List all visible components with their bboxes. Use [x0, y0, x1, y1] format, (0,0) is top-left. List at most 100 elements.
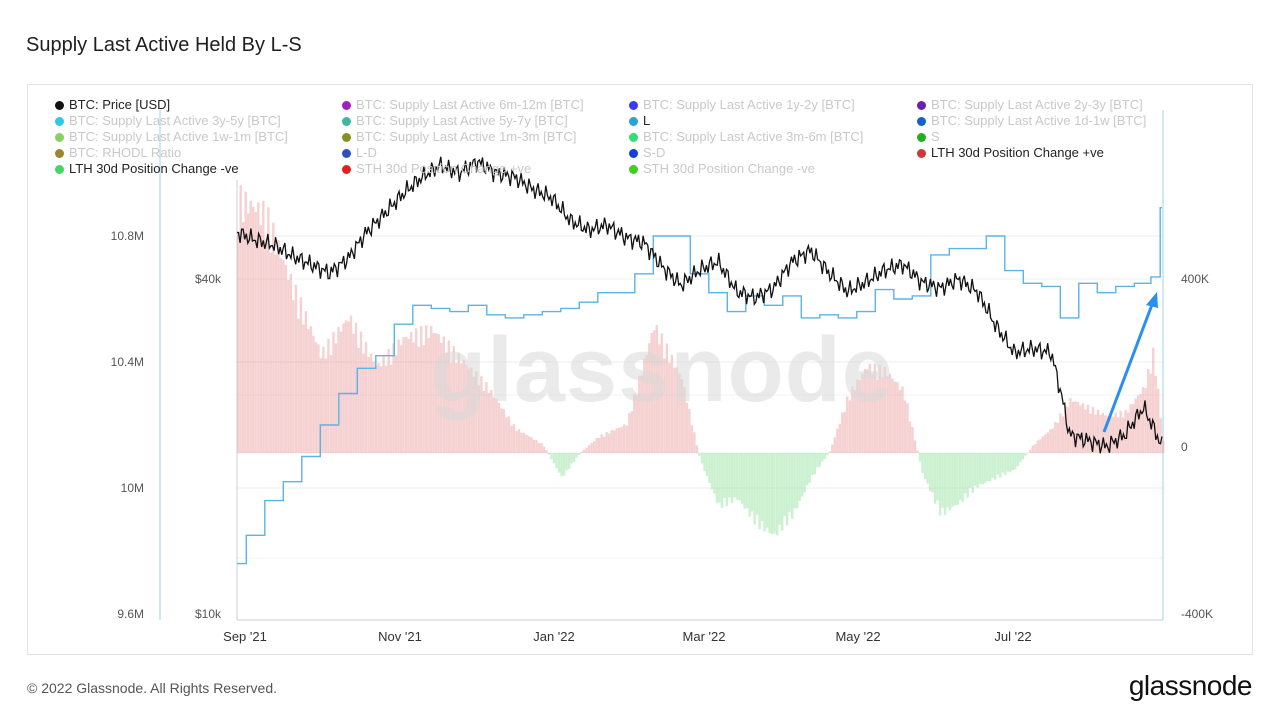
- lth-negative-bar: [715, 453, 719, 503]
- legend-dot-icon: [629, 116, 638, 126]
- legend-dot-icon: [917, 116, 926, 126]
- legend-item[interactable]: LTH 30d Position Change +ve: [917, 145, 1104, 161]
- lth-negative-bar: [981, 453, 984, 485]
- lth-positive-bar: [502, 409, 506, 453]
- lth-negative-bar: [984, 453, 987, 483]
- lth-positive-bar: [913, 440, 917, 453]
- legend-label: STH 30d Position Change +ve: [356, 161, 532, 176]
- legend-dot-icon: [55, 132, 64, 142]
- lth-negative-bar: [818, 453, 821, 467]
- legend-label: BTC: Supply Last Active 3y-5y [BTC]: [69, 113, 281, 128]
- lth-negative-bar: [816, 453, 819, 468]
- change-tick-label: 0: [1181, 440, 1188, 454]
- lth-positive-bar: [292, 300, 295, 453]
- lth-positive-bar: [863, 369, 867, 453]
- legend-label: S: [931, 129, 940, 144]
- lth-negative-bar: [948, 453, 952, 511]
- x-tick-label: Sep '21: [223, 629, 267, 644]
- legend-item[interactable]: BTC: Supply Last Active 5y-7y [BTC]: [342, 113, 568, 129]
- lth-positive-bar: [1071, 401, 1075, 453]
- legend-item[interactable]: STH 30d Position Change -ve: [629, 161, 815, 177]
- lth-positive-bar: [590, 442, 593, 453]
- legend-item[interactable]: BTC: RHODL Ratio: [55, 145, 181, 161]
- lth-positive-bar: [693, 432, 696, 453]
- lth-positive-bar: [279, 258, 282, 453]
- legend-item[interactable]: BTC: Supply Last Active 1m-3m [BTC]: [342, 129, 576, 145]
- lth-positive-bar: [640, 375, 643, 453]
- legend-item[interactable]: BTC: Supply Last Active 1d-1w [BTC]: [917, 113, 1146, 129]
- lth-positive-bar: [851, 386, 854, 453]
- x-tick-label: Jul '22: [994, 629, 1031, 644]
- lth-positive-bar: [916, 450, 919, 453]
- lth-positive-bar: [397, 339, 400, 453]
- legend-item[interactable]: BTC: Supply Last Active 3m-6m [BTC]: [629, 129, 863, 145]
- legend-item[interactable]: BTC: Supply Last Active 6m-12m [BTC]: [342, 97, 584, 113]
- lth-positive-bar: [254, 212, 257, 453]
- legend-item[interactable]: L: [629, 113, 650, 129]
- legend-dot-icon: [629, 164, 638, 174]
- lth-positive-bar: [683, 387, 686, 453]
- lth-positive-bar: [613, 430, 616, 453]
- lth-negative-bar: [1004, 453, 1007, 475]
- lth-positive-bar: [1116, 417, 1120, 453]
- lth-positive-bar: [828, 451, 831, 453]
- lth-negative-bar: [964, 453, 967, 494]
- lth-positive-bar: [655, 325, 658, 453]
- lth-positive-bar: [1099, 414, 1102, 453]
- legend-item[interactable]: STH 30d Position Change +ve: [342, 161, 531, 177]
- legend-item[interactable]: L-D: [342, 145, 377, 161]
- legend-item[interactable]: S: [917, 129, 940, 145]
- legend-item[interactable]: BTC: Supply Last Active 1y-2y [BTC]: [629, 97, 855, 113]
- lth-positive-bar: [467, 368, 470, 453]
- lth-negative-bar: [728, 453, 731, 498]
- x-tick-label: May '22: [835, 629, 880, 644]
- lth-positive-bar: [868, 363, 872, 453]
- lth-positive-bar: [505, 417, 508, 453]
- lth-positive-bar: [1131, 404, 1135, 453]
- legend-label: BTC: Supply Last Active 1m-3m [BTC]: [356, 129, 577, 144]
- lth-negative-bar: [808, 453, 811, 483]
- lth-negative-bar: [738, 453, 741, 501]
- lth-positive-bar: [435, 333, 438, 453]
- legend-dot-icon: [342, 116, 351, 126]
- lth-negative-bar: [823, 453, 826, 459]
- lth-positive-bar: [460, 363, 463, 453]
- lth-positive-bar: [257, 202, 260, 453]
- lth-negative-bar: [572, 453, 576, 462]
- lth-negative-bar: [991, 453, 994, 478]
- legend-item[interactable]: LTH 30d Position Change -ve: [55, 161, 239, 177]
- lth-negative-bar: [758, 453, 761, 530]
- lth-positive-bar: [625, 425, 628, 453]
- lth-positive-bar: [487, 392, 491, 453]
- lth-negative-bar: [730, 453, 734, 504]
- lth-positive-bar: [339, 331, 343, 453]
- lth-positive-bar: [658, 344, 661, 453]
- lth-positive-bar: [442, 336, 445, 453]
- lth-positive-bar: [500, 408, 503, 453]
- lth-positive-bar: [324, 358, 328, 453]
- lth-negative-bar: [700, 453, 704, 464]
- lth-negative-bar: [806, 453, 809, 486]
- lth-positive-bar: [532, 439, 536, 453]
- lth-positive-bar: [585, 447, 588, 453]
- lth-positive-bar: [1084, 409, 1087, 453]
- lth-positive-bar: [893, 381, 897, 453]
- lth-positive-bar: [382, 355, 385, 453]
- lth-positive-bar: [1152, 347, 1155, 453]
- lth-positive-bar: [1104, 415, 1107, 453]
- lth-negative-bar: [811, 453, 814, 475]
- legend-item[interactable]: BTC: Supply Last Active 1w-1m [BTC]: [55, 129, 288, 145]
- legend-dot-icon: [342, 164, 351, 174]
- lth-positive-bar: [1101, 412, 1105, 453]
- lth-positive-bar: [465, 364, 468, 453]
- legend-item[interactable]: BTC: Price [USD]: [55, 97, 170, 113]
- legend-item[interactable]: BTC: Supply Last Active 3y-5y [BTC]: [55, 113, 281, 129]
- supply-tick-label: 9.6M: [117, 607, 144, 621]
- legend-item[interactable]: BTC: Supply Last Active 2y-3y [BTC]: [917, 97, 1143, 113]
- lth-positive-bar: [861, 373, 864, 453]
- lth-positive-bar: [1041, 436, 1045, 453]
- legend-label: BTC: Supply Last Active 1y-2y [BTC]: [643, 97, 855, 112]
- legend-item[interactable]: S-D: [629, 145, 665, 161]
- lth-positive-bar: [856, 379, 859, 453]
